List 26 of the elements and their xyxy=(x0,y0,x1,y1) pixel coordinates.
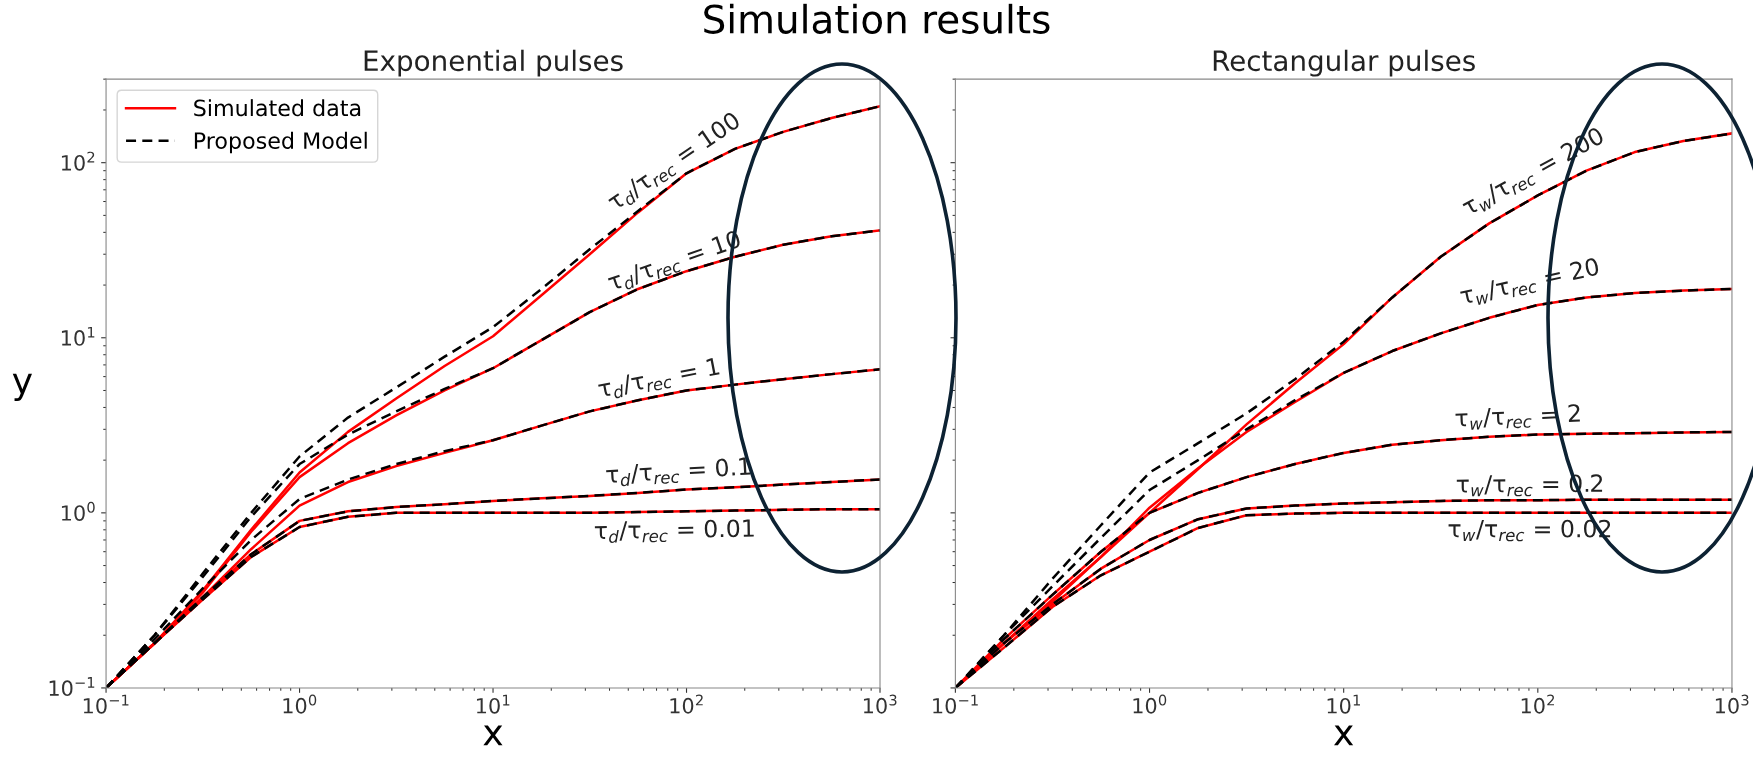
legend-label: Simulated data xyxy=(194,99,361,117)
x-tick-label: 10$^{−1}$ xyxy=(83,694,129,714)
x-tick-label: 10$^{1}$ xyxy=(1327,694,1360,714)
x-tick-label: 10$^{3}$ xyxy=(1715,694,1749,714)
x-axis-title: x xyxy=(483,725,503,746)
x-tick-label: 10$^{0}$ xyxy=(1133,694,1167,714)
x-tick-label: 10$^{0}$ xyxy=(283,694,317,714)
annotation: τ$_{d}$/τ$_{rec}$ = 0.1 xyxy=(605,456,751,488)
annotation: τ$_{d}$/τ$_{rec}$ = 100 xyxy=(605,110,744,215)
y-axis-title: y xyxy=(12,373,32,402)
x-tick-label: 10$^{2}$ xyxy=(670,694,703,714)
y-tick-label: 10$^{2}$ xyxy=(61,151,95,171)
chart-title: Exponential pulses xyxy=(364,49,623,77)
x-tick-label: 10$^{1}$ xyxy=(476,694,510,714)
chart-title: Rectangular pulses xyxy=(1213,49,1475,77)
y-tick-label: 10$^{0}$ xyxy=(61,501,95,521)
y-tick-label: 10$^{1}$ xyxy=(61,326,95,346)
legend-label: Proposed Model xyxy=(194,131,367,154)
x-tick-label: 10$^{−1}$ xyxy=(933,694,978,714)
annotation: τ$_{d}$/τ$_{rec}$ = 0.01 xyxy=(594,519,754,544)
x-tick-label: 10$^{2}$ xyxy=(1521,694,1555,714)
y-tick-label: 10$^{−1}$ xyxy=(49,677,95,697)
x-axis-title: x xyxy=(1334,725,1354,746)
x-tick-label: 10$^{3}$ xyxy=(863,694,897,714)
annotation: τ$_{d}$/τ$_{rec}$ = 1 xyxy=(597,357,721,402)
text: Simulation results xyxy=(704,3,1050,34)
